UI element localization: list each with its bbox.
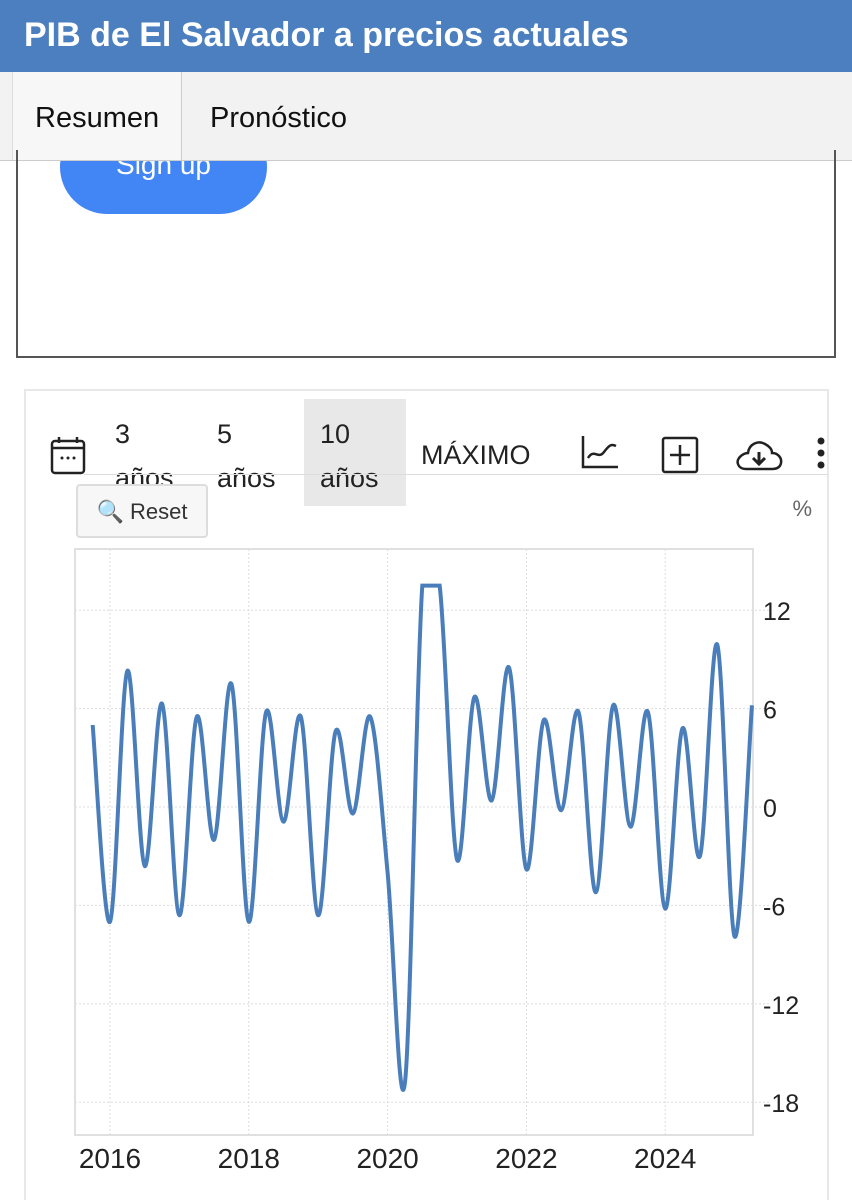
x-tick-label: 2018: [218, 1143, 280, 1174]
x-tick-label: 2024: [634, 1143, 696, 1174]
series-line: [90, 583, 754, 1092]
unit-label: %: [792, 496, 812, 521]
more-vertical-icon[interactable]: [815, 436, 827, 470]
promo-box: [16, 150, 836, 358]
magnifier-icon: 🔍: [96, 499, 124, 524]
tab-pronostico[interactable]: Pronóstico: [210, 102, 348, 134]
y-tick-label: -6: [763, 893, 785, 921]
range-label: años: [320, 463, 379, 493]
y-tick-label: 12: [763, 598, 791, 626]
tab-bar: Resumen Pronóstico: [0, 72, 852, 161]
line-chart-icon[interactable]: [580, 434, 620, 470]
y-tick-label: -18: [763, 1090, 799, 1118]
range-label: 10: [320, 419, 351, 449]
x-tick-label: 2020: [356, 1143, 418, 1174]
y-tick-label: 0: [763, 795, 777, 823]
range-label: 3: [115, 419, 131, 449]
page-title: PIB de El Salvador a precios actuales: [0, 0, 852, 72]
plus-box-icon[interactable]: [661, 436, 699, 474]
x-tick-label: 2016: [79, 1143, 141, 1174]
y-tick-label: 6: [763, 697, 777, 725]
range-5-years[interactable]: 5 años: [217, 412, 276, 500]
toolbar-divider: [84, 474, 828, 475]
plot-area: [74, 548, 754, 1136]
reset-zoom-button[interactable]: 🔍 Reset: [76, 484, 208, 538]
range-label: 5: [217, 419, 233, 449]
sign-up-button[interactable]: Sign up: [60, 161, 267, 214]
line-chart: % 12 6 0 -6 -12 -18 2016 2018 2020 2022 2024: [74, 496, 812, 1174]
reset-label: Reset: [130, 499, 188, 524]
cloud-download-icon[interactable]: [734, 436, 784, 472]
x-tick-label: 2022: [495, 1143, 557, 1174]
range-label: años: [217, 463, 276, 493]
calendar-icon[interactable]: [50, 436, 86, 476]
range-max[interactable]: MÁXIMO: [421, 440, 531, 470]
y-tick-label: -12: [763, 992, 799, 1020]
range-10-years[interactable]: 10 años: [304, 399, 406, 506]
chart-card: [24, 389, 829, 1200]
tab-resumen[interactable]: Resumen: [12, 72, 183, 160]
